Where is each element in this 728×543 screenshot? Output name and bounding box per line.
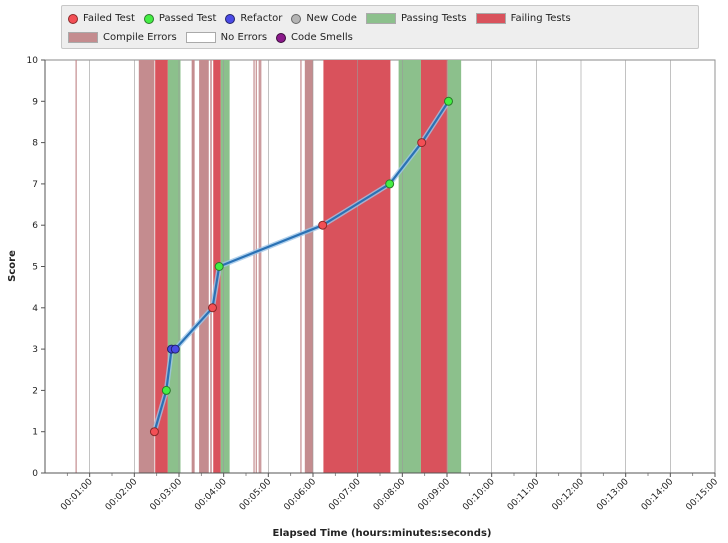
point-failed-test: [208, 303, 217, 313]
event-points: [149, 96, 453, 437]
score-line: [152, 99, 451, 433]
band-compile-errors: [260, 60, 262, 473]
band-compile-errors: [300, 60, 302, 473]
legend-swatch: [365, 13, 396, 24]
legend-label: Code Smells: [291, 32, 353, 43]
y-tick-label: 7: [32, 180, 38, 190]
legend-item-passed-test: Passed Test: [143, 9, 217, 28]
band-compile-errors: [199, 60, 209, 473]
legend-swatch: [68, 13, 78, 24]
band-compile-errors: [258, 60, 260, 473]
score-line-path: [153, 100, 450, 433]
x-tick-label: 00:04:00: [193, 477, 229, 513]
band-compile-errors: [138, 60, 155, 473]
x-tick-label: 00:03:00: [148, 477, 184, 513]
y-tick-label: 8: [32, 139, 38, 149]
x-tick-label: 00:08:00: [372, 477, 408, 513]
legend-item-compile-errors: Compile Errors: [68, 28, 177, 47]
x-tick-label: 00:02:00: [104, 477, 140, 513]
band-passing-tests: [398, 60, 421, 473]
legend-label: Failing Tests: [510, 13, 571, 24]
legend-swatch: [291, 13, 302, 24]
y-tick-label: 3: [32, 345, 38, 355]
y-axis-title: Score: [7, 250, 18, 282]
legend-item-code-smells: Code Smells: [276, 28, 353, 47]
band-failing-tests: [420, 60, 448, 473]
legend-label: Refactor: [240, 13, 283, 24]
point-failed-test: [417, 138, 427, 148]
chart-legend: Failed Test Passed Test Refactor New Code Pa…: [61, 5, 699, 49]
band-passing-tests: [167, 60, 181, 473]
y-tick-label: 9: [32, 97, 38, 107]
band-failing-tests: [155, 60, 168, 473]
legend-label: Failed Test: [83, 13, 135, 24]
legend-swatch: [276, 32, 287, 43]
legend-item-passing-tests: Passing Tests: [365, 9, 467, 28]
legend-label: No Errors: [220, 32, 268, 43]
legend-label: Passing Tests: [400, 13, 467, 24]
x-tick-label: 00:09:00: [416, 477, 452, 513]
legend-item-no-errors: No Errors: [185, 28, 268, 47]
y-tick-label: 5: [32, 263, 38, 273]
band-compile-errors: [210, 60, 212, 473]
point-passed-test: [385, 179, 395, 189]
x-tick-label: 00:06:00: [282, 477, 318, 513]
x-tick-label: 00:07:00: [327, 477, 363, 513]
band-compile-errors: [304, 60, 313, 473]
x-tick-label: 00:10:00: [461, 477, 497, 513]
y-tick-label: 1: [32, 428, 38, 438]
legend-label: Passed Test: [158, 13, 217, 24]
legend-item-new-code: New Code: [291, 9, 357, 28]
x-tick-label: 00:13:00: [595, 477, 631, 513]
x-tick-label: 00:01:00: [59, 477, 95, 513]
point-failed-test: [149, 427, 159, 437]
x-tick-label: 00:12:00: [550, 477, 586, 513]
legend-label: New Code: [306, 13, 357, 24]
legend-item-failing-tests: Failing Tests: [475, 9, 571, 28]
x-tick-label: 00:15:00: [684, 477, 720, 513]
x-tick-label: 00:14:00: [640, 477, 676, 513]
legend-item-refactor: Refactor: [225, 9, 282, 28]
legend-item-failed-test: Failed Test: [68, 9, 135, 28]
point-refactor: [170, 344, 180, 354]
y-tick-label: 10: [27, 56, 39, 66]
point-passed-test: [214, 262, 224, 271]
y-tick-label: 6: [32, 221, 38, 231]
band-passing-tests: [447, 60, 462, 473]
legend-swatch: [143, 13, 154, 24]
band-compile-errors: [75, 60, 77, 473]
y-tick-label: 2: [32, 386, 38, 396]
legend-swatch: [225, 13, 236, 24]
legend-swatch: [475, 13, 506, 24]
point-passed-test: [161, 385, 171, 395]
x-tick-label: 00:11:00: [506, 477, 542, 513]
legend-swatch: [185, 32, 216, 43]
band-compile-errors: [253, 60, 255, 473]
y-tick-label: 4: [32, 304, 38, 314]
y-tick-label: 0: [32, 469, 38, 479]
legend-swatch: [68, 32, 98, 43]
band-failing-tests: [323, 60, 391, 473]
point-passed-test: [443, 96, 453, 106]
x-tick-label: 00:05:00: [238, 477, 274, 513]
band-compile-errors: [191, 60, 195, 473]
legend-label: Compile Errors: [103, 32, 177, 43]
band-compile-errors: [255, 60, 257, 473]
point-failed-test: [318, 220, 328, 230]
x-axis-title: Elapsed Time (hours:minutes:seconds): [273, 528, 492, 539]
